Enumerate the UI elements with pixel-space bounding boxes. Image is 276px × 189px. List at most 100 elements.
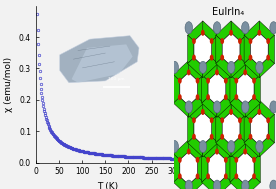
Circle shape [199,61,207,74]
Circle shape [178,157,182,163]
Polygon shape [231,21,246,41]
Polygon shape [259,137,275,157]
Circle shape [238,117,242,123]
Circle shape [266,134,270,140]
Polygon shape [194,112,212,145]
Polygon shape [250,33,268,66]
Polygon shape [173,154,180,182]
Circle shape [258,109,261,115]
Circle shape [238,134,242,140]
Circle shape [192,117,196,123]
Circle shape [215,149,219,155]
Polygon shape [194,33,212,66]
Polygon shape [180,72,198,105]
Polygon shape [244,114,250,143]
Polygon shape [259,21,275,41]
Polygon shape [244,58,259,78]
Polygon shape [202,154,208,182]
Polygon shape [203,58,218,78]
Polygon shape [244,137,259,157]
Circle shape [220,38,224,44]
Circle shape [252,173,256,179]
Polygon shape [245,60,261,81]
Circle shape [266,55,270,61]
Text: EuIrIn₄: EuIrIn₄ [212,7,244,17]
Circle shape [242,180,249,189]
Circle shape [256,140,263,153]
Polygon shape [217,176,232,189]
Circle shape [220,117,224,123]
Circle shape [201,109,205,115]
Circle shape [243,149,247,155]
Circle shape [215,69,219,75]
Circle shape [210,134,214,140]
Circle shape [201,30,205,36]
Circle shape [206,173,210,179]
Circle shape [178,173,182,179]
Circle shape [227,140,235,153]
Circle shape [192,38,196,44]
Circle shape [210,55,214,61]
Polygon shape [217,60,232,81]
Circle shape [196,78,200,84]
Circle shape [215,102,219,108]
Circle shape [213,180,221,189]
Polygon shape [216,21,231,41]
Circle shape [234,78,238,84]
Circle shape [196,94,200,100]
Polygon shape [254,154,261,182]
Circle shape [270,180,276,189]
Polygon shape [189,140,204,160]
Circle shape [220,134,224,140]
Circle shape [256,61,263,74]
Circle shape [266,38,270,44]
Circle shape [187,102,190,108]
Polygon shape [198,75,204,103]
Circle shape [258,142,261,148]
Polygon shape [173,176,189,189]
Circle shape [201,63,205,69]
Circle shape [187,182,190,188]
Polygon shape [208,152,226,185]
Polygon shape [230,154,236,182]
Circle shape [199,140,207,153]
Circle shape [206,157,210,163]
Polygon shape [268,35,275,64]
Polygon shape [216,58,231,78]
Circle shape [187,149,190,155]
Polygon shape [212,35,218,64]
Polygon shape [216,100,231,120]
Circle shape [270,101,276,113]
Polygon shape [230,176,245,189]
Polygon shape [188,35,194,64]
Polygon shape [202,75,208,103]
Polygon shape [245,140,261,160]
Circle shape [243,69,247,75]
Polygon shape [259,100,275,120]
Circle shape [266,117,270,123]
Circle shape [229,63,233,69]
Polygon shape [245,97,261,117]
Polygon shape [231,137,246,157]
Polygon shape [222,112,240,145]
Circle shape [258,63,261,69]
Text: 100 μm: 100 μm [108,77,124,81]
Circle shape [185,101,193,113]
Polygon shape [198,154,204,182]
Polygon shape [60,36,139,83]
Circle shape [220,55,224,61]
Polygon shape [226,154,232,182]
Polygon shape [203,21,218,41]
Polygon shape [216,114,222,143]
Polygon shape [226,75,232,103]
Polygon shape [230,75,236,103]
Circle shape [171,140,179,153]
Circle shape [242,101,249,113]
Polygon shape [231,100,246,120]
Circle shape [185,180,193,189]
X-axis label: T (K): T (K) [97,182,118,189]
Circle shape [249,55,252,61]
Circle shape [224,94,228,100]
Circle shape [242,22,249,34]
Polygon shape [245,176,261,189]
